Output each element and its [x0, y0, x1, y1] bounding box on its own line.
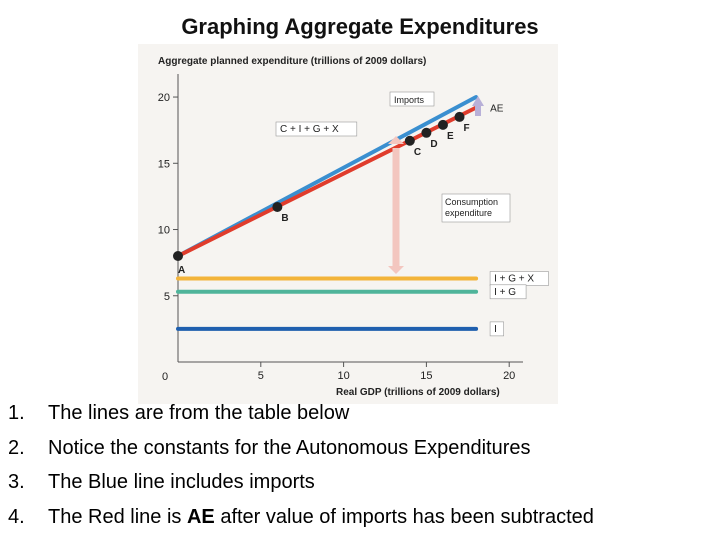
ae-chart: Aggregate planned expenditure (trillions… — [138, 44, 558, 404]
y-tick-label: 15 — [158, 158, 170, 170]
note-item: 4. The Red line is AE after value of imp… — [0, 506, 720, 540]
point-label: A — [178, 265, 185, 276]
note-text: The lines are from the table below — [48, 402, 350, 424]
y-tick-label: 20 — [158, 92, 170, 104]
y-axis-label: Aggregate planned expenditure (trillions… — [158, 56, 426, 67]
note-text-bold: AE — [186, 505, 215, 528]
note-text: The Red line is AE after value of import… — [48, 506, 594, 529]
note-item: 2. Notice the constants for the Autonomo… — [0, 437, 720, 472]
note-text: The Blue line includes imports — [48, 471, 315, 493]
series-label-box — [489, 284, 527, 300]
note-item: 1. The lines are from the table below — [0, 402, 720, 437]
note-number: 1. — [8, 402, 25, 424]
consumption-label-box — [441, 193, 511, 223]
data-point — [421, 127, 432, 138]
x-tick-label: 20 — [503, 370, 515, 382]
point-label: C — [414, 147, 421, 158]
imports-label: Imports — [394, 95, 425, 105]
point-label: B — [281, 213, 288, 224]
data-point — [272, 201, 283, 212]
origin-label: 0 — [162, 371, 168, 383]
notes-list: 1. The lines are from the table below 2.… — [0, 402, 720, 540]
note-number: 4. — [8, 505, 25, 528]
consumption-arrowhead-bottom — [388, 266, 404, 274]
series-label: I + G — [494, 287, 516, 298]
consumption-arrowhead-top — [388, 136, 404, 144]
note-text-pre: The Red line is — [48, 505, 187, 528]
data-point — [454, 111, 465, 122]
series-label: AE — [490, 104, 504, 115]
y-tick-label: 5 — [164, 291, 170, 303]
note-item: 3. The Blue line includes imports — [0, 471, 720, 506]
point-label: F — [464, 123, 470, 134]
series-label: I + G + X — [494, 274, 534, 285]
data-point — [437, 119, 448, 130]
series-label: C + I + G + X — [280, 124, 339, 135]
note-text-post: after value of imports has been subtract… — [214, 505, 594, 528]
data-point — [173, 251, 183, 262]
imports-label-box — [389, 91, 435, 107]
series-label-box — [275, 121, 358, 137]
chart-canvas: Aggregate planned expenditure (trillions… — [138, 44, 558, 404]
series-label: I — [494, 324, 497, 335]
slide-title: Graphing Aggregate Expenditures — [181, 14, 539, 39]
chart-background — [138, 44, 558, 404]
data-point — [404, 135, 415, 146]
y-tick-label: 10 — [158, 225, 170, 237]
point-label: E — [447, 131, 454, 142]
consumption-label: Consumption expenditure — [445, 197, 498, 218]
series-label-box — [489, 321, 504, 337]
x-tick-label: 10 — [337, 370, 349, 382]
note-text: Notice the constants for the Autonomous … — [48, 436, 531, 459]
note-number: 2. — [8, 436, 25, 459]
x-tick-label: 15 — [420, 370, 432, 382]
x-tick-label: 5 — [258, 370, 264, 382]
imports-arrowhead — [472, 96, 484, 106]
point-label: D — [430, 139, 437, 150]
x-axis-label: Real GDP (trillions of 2009 dollars) — [336, 387, 500, 398]
note-number: 3. — [8, 471, 25, 493]
